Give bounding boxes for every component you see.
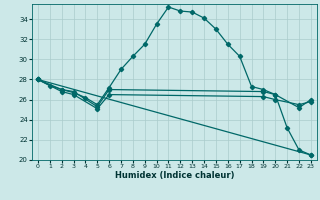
- X-axis label: Humidex (Indice chaleur): Humidex (Indice chaleur): [115, 171, 234, 180]
